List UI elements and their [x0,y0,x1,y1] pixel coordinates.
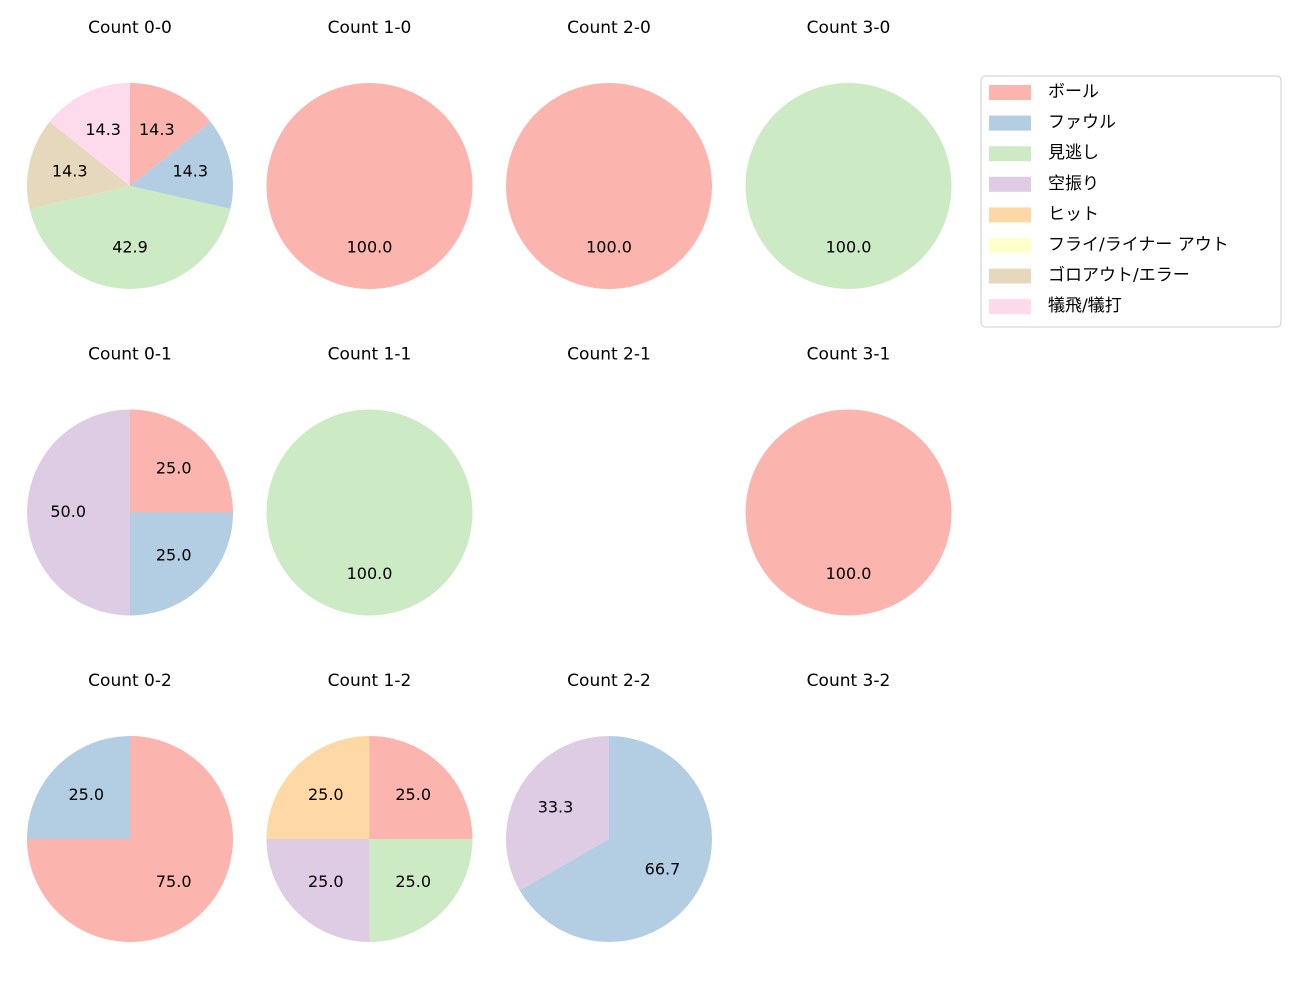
legend-swatch [989,238,1031,253]
slice-label: 66.7 [645,859,681,878]
slice-label: 25.0 [68,785,104,804]
pie-slice [130,121,234,209]
legend-box [980,75,1282,328]
pie-slice [519,736,712,942]
legend-label: ファウル [1048,113,1116,133]
chart-title: Count 0-1 [88,345,172,365]
pie-slice [266,839,370,942]
pie-slice [506,83,712,289]
legend-swatch [989,176,1031,192]
chart-title: Count 3-0 [807,18,891,38]
legend-swatch [989,146,1031,162]
pie-slice [369,736,473,839]
slice-label: 25.0 [308,872,344,891]
chart-title: Count 3-2 [807,671,891,691]
legend-label: 見逃し [1048,143,1099,163]
legend-label: ゴロアウト/エラー [1048,265,1190,286]
slice-label: 100.0 [347,564,393,583]
slice-label: 42.9 [112,237,148,256]
slice-label: 50.0 [50,502,86,521]
legend-swatch [989,207,1031,223]
pie-slice [29,186,231,290]
pie-slice [266,736,370,839]
legend-swatch [989,268,1031,284]
slice-label: 75.0 [156,872,192,891]
legend-swatch [989,115,1031,131]
slice-label: 100.0 [826,564,872,583]
slice-label: 100.0 [826,237,872,256]
slice-label: 14.3 [85,120,121,139]
chart-title: Count 2-0 [567,18,651,38]
slice-label: 14.3 [52,162,88,181]
legend-swatch [989,299,1031,315]
pie-slice [27,736,130,839]
pie-slice [130,83,211,186]
legend-label: 空振り [1048,174,1099,194]
pie-slice [27,121,131,209]
slice-label: 14.3 [172,162,208,181]
pie-slice [266,83,473,289]
chart-title: Count 2-2 [567,671,651,691]
chart-title: Count 3-1 [807,345,891,365]
slice-label: 14.3 [139,120,175,139]
slice-label: 25.0 [308,785,344,804]
chart-title: Count 1-2 [328,671,412,691]
pie-slice [130,512,233,616]
legend-swatch [989,85,1031,100]
pie-slice [745,409,952,616]
slice-label: 25.0 [156,458,192,477]
pie-slice [27,409,130,616]
chart-title: Count 1-1 [328,345,412,365]
slice-label: 25.0 [156,546,192,565]
chart-title: Count 2-1 [567,345,651,365]
legend-label: 犠飛/犠打 [1048,296,1122,316]
pie-slice [266,409,473,616]
pie-slice [130,409,233,513]
pie-slice [745,83,952,289]
chart-title: Count 0-0 [88,18,172,38]
legend-label: ヒット [1048,204,1099,224]
slice-label: 25.0 [395,785,431,804]
legend-label: フライ/ライナー アウト [1048,235,1229,255]
legend-label: ボール [1048,82,1099,102]
pie-slice [49,83,130,186]
pie-slice [506,736,609,891]
slice-label: 100.0 [347,237,393,256]
chart-title: Count 1-0 [328,18,412,38]
slice-label: 33.3 [538,798,574,817]
slice-label: 100.0 [586,237,632,256]
pie-slice [369,839,473,942]
chart-title: Count 0-2 [88,671,172,691]
slice-label: 25.0 [395,872,431,891]
